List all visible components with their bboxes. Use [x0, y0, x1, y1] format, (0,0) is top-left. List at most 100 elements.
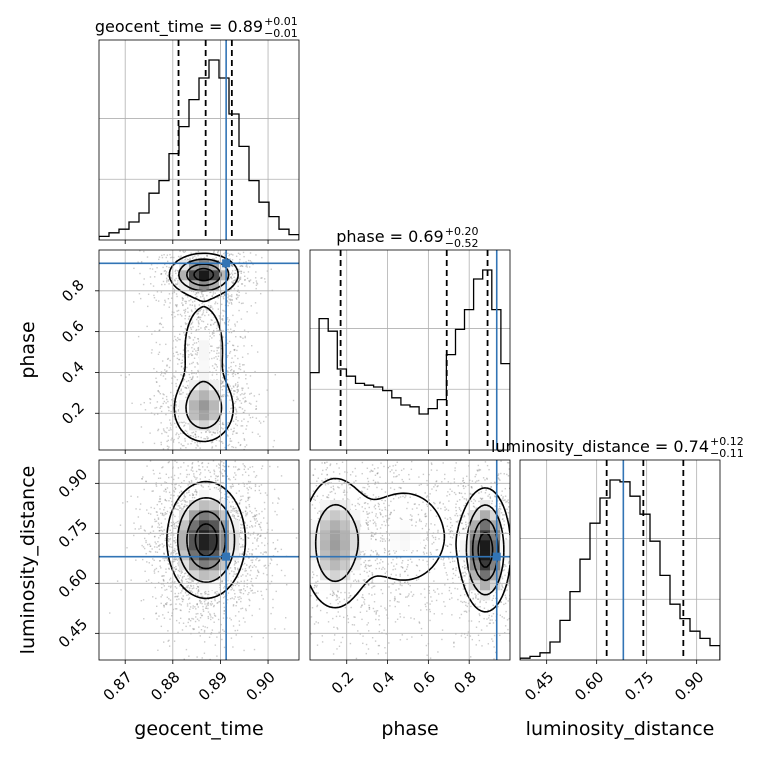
sample-point [205, 607, 207, 609]
sample-point [192, 485, 195, 487]
sample-point [266, 574, 268, 576]
sample-point [170, 585, 172, 587]
sample-point [373, 585, 376, 587]
sample-point [233, 349, 236, 352]
sample-point [334, 492, 336, 495]
sample-point [216, 432, 219, 434]
sample-point [188, 618, 190, 621]
sample-point [368, 512, 371, 514]
sample-point [463, 504, 465, 507]
sample-point [204, 438, 207, 440]
sample-point [170, 399, 173, 401]
sample-point [226, 379, 229, 381]
sample-point [481, 645, 483, 647]
title-main: luminosity_distance = 0.74 [491, 437, 709, 457]
sample-point [456, 515, 459, 517]
sample-point [351, 623, 354, 626]
sample-point [377, 472, 379, 474]
sample-point [147, 543, 149, 546]
sample-point [209, 299, 211, 301]
sample-point [378, 644, 381, 647]
sample-point [367, 524, 369, 527]
sample-point [156, 267, 158, 269]
sample-point [200, 613, 202, 615]
sample-point [211, 331, 214, 334]
sample-point [450, 529, 452, 532]
sample-point [270, 580, 273, 583]
sample-point [258, 571, 260, 574]
sample-point [175, 433, 177, 436]
sample-point [184, 592, 187, 594]
sample-point [240, 517, 242, 519]
sample-point [424, 603, 426, 606]
sample-point [368, 604, 370, 607]
sample-point [423, 546, 426, 549]
sample-point [170, 521, 173, 524]
sample-point [227, 328, 229, 331]
sample-point [214, 431, 216, 434]
sample-point [194, 476, 196, 479]
sample-point [202, 320, 205, 323]
sample-point [387, 563, 389, 565]
sample-point [157, 389, 159, 392]
sample-point [477, 479, 480, 482]
sample-point [470, 605, 472, 608]
sample-point [237, 289, 239, 291]
sample-point [177, 575, 179, 578]
sample-point [169, 543, 172, 546]
sample-point [250, 635, 253, 638]
sample-point [169, 618, 171, 620]
sample-point [205, 326, 207, 328]
sample-point [179, 603, 181, 605]
sample-point [247, 531, 250, 534]
sample-point [143, 401, 145, 404]
hist2d-cell [480, 580, 491, 591]
sample-point [226, 299, 228, 302]
sample-point [274, 547, 277, 550]
sample-point [197, 338, 200, 340]
sample-point [209, 306, 212, 309]
sample-point [165, 482, 168, 484]
sample-point [242, 539, 244, 541]
sample-point [246, 527, 248, 529]
sample-point [187, 484, 189, 486]
sample-point [173, 560, 176, 562]
sample-point [341, 461, 344, 463]
sample-point [243, 438, 245, 440]
sample-point [166, 254, 169, 256]
sample-point [237, 576, 239, 578]
sample-point [337, 591, 339, 593]
sample-point [182, 587, 184, 590]
sample-point [399, 593, 402, 595]
sample-point [396, 618, 399, 620]
sample-point [465, 611, 468, 613]
hist2d-cell [320, 520, 331, 531]
sample-point [213, 470, 216, 473]
sample-point [156, 503, 159, 506]
sample-point [149, 545, 151, 547]
sample-point [241, 420, 243, 422]
sample-point [273, 488, 276, 491]
sample-point [500, 508, 502, 510]
sample-point [474, 475, 476, 478]
sample-point [212, 323, 215, 325]
sample-point [243, 485, 246, 487]
sample-point [211, 345, 213, 347]
sample-point [222, 364, 224, 367]
sample-point [168, 500, 170, 502]
sample-point [316, 495, 319, 497]
sample-point [248, 496, 251, 499]
sample-point [163, 270, 166, 272]
sample-point [175, 565, 177, 568]
sample-point [507, 512, 510, 514]
sample-point [173, 558, 175, 561]
sample-point [163, 304, 165, 306]
sample-point [192, 607, 194, 609]
sample-point [494, 651, 497, 654]
sample-point [170, 534, 172, 536]
sample-point [231, 281, 233, 283]
sample-point [240, 575, 242, 577]
sample-point [243, 558, 246, 560]
y-tick-label: 0.8 [58, 276, 88, 306]
sample-point [450, 543, 453, 546]
